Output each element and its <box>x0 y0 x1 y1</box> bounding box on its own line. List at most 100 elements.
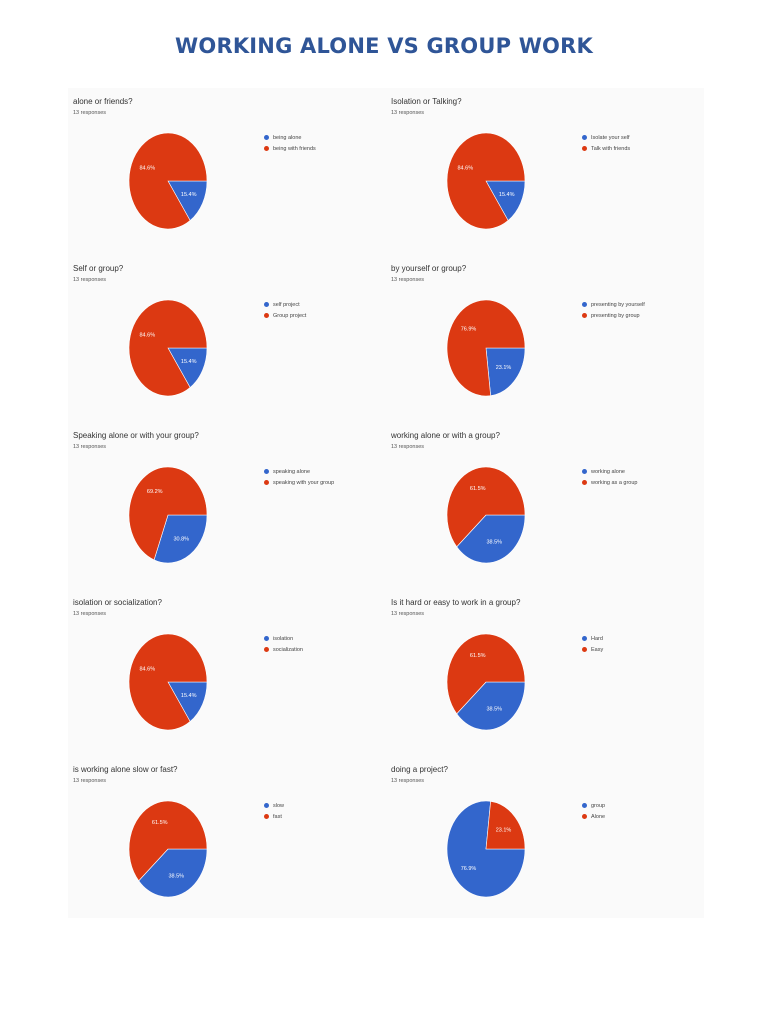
legend-item: being with friends <box>264 143 316 154</box>
slice-percent-label: 15.4% <box>181 192 197 198</box>
chart-panel: is working alone slow or fast? 13 respons… <box>68 756 386 922</box>
legend-swatch <box>582 814 587 819</box>
pie-slice <box>446 633 526 715</box>
pie-slice <box>446 299 526 397</box>
pie-chart: 30.8% 69.2% <box>128 466 208 564</box>
charts-grid: alone or friends? 13 responses 15.4% 84.6% b… <box>68 88 704 918</box>
chart-panel: isolation or socialization? 13 responses 1… <box>68 589 386 755</box>
legend-label: speaking alone <box>273 468 311 475</box>
pie-chart: 23.1% 76.9% <box>446 299 526 397</box>
pie-slice <box>128 299 208 397</box>
legend-item: speaking alone <box>264 466 334 477</box>
page-title: WORKING ALONE VS GROUP WORK <box>175 34 593 58</box>
legend-item: speaking with your group <box>264 477 334 488</box>
pie-slice <box>485 800 526 850</box>
chart-title: working alone or with a group? <box>391 431 500 440</box>
chart-response-count: 13 responses <box>391 110 425 116</box>
pie-slice <box>138 848 208 898</box>
pie-slice <box>485 347 526 397</box>
chart-title: Is it hard or easy to work in a group? <box>391 598 521 607</box>
legend-item: group <box>582 800 605 811</box>
chart-panel: by yourself or group? 13 responses 23.1% 76… <box>386 255 704 421</box>
slice-percent-label: 69.2% <box>147 489 163 495</box>
chart-legend: speaking alone speaking with your group <box>264 466 334 488</box>
pie-slice <box>456 514 526 564</box>
legend-swatch <box>582 803 587 808</box>
pie-chart: 15.4% 84.6% <box>128 299 208 397</box>
legend-item: Isolate your self <box>582 132 630 143</box>
slice-percent-label: 84.6% <box>139 332 155 338</box>
chart-panel: working alone or with a group? 13 respons… <box>386 422 704 588</box>
pie-slice <box>485 180 526 221</box>
legend-item: working as a group <box>582 477 637 488</box>
pie-slice <box>153 514 208 564</box>
chart-response-count: 13 responses <box>73 110 107 116</box>
slice-percent-label: 15.4% <box>181 359 197 365</box>
chart-panel: Self or group? 13 responses 15.4% 84.6% self… <box>68 255 386 421</box>
legend-swatch <box>264 480 269 485</box>
legend-label: socialization <box>273 646 303 653</box>
slice-percent-label: 23.1% <box>496 365 512 371</box>
pie-chart: 15.4% 84.6% <box>128 132 208 230</box>
legend-swatch <box>582 146 587 151</box>
legend-item: isolation <box>264 633 303 644</box>
legend-item: Hard <box>582 633 603 644</box>
legend-item: presenting by yourself <box>582 299 645 310</box>
legend-swatch <box>582 469 587 474</box>
chart-response-count: 13 responses <box>73 778 107 784</box>
slice-percent-label: 15.4% <box>181 693 197 699</box>
pie-slice <box>128 132 208 230</box>
legend-label: self project <box>273 301 300 308</box>
legend-item: fast <box>264 811 284 822</box>
legend-swatch <box>264 803 269 808</box>
chart-legend: Isolate your self Talk with friends <box>582 132 630 154</box>
legend-swatch <box>582 313 587 318</box>
legend-swatch <box>582 636 587 641</box>
slice-percent-label: 84.6% <box>139 666 155 672</box>
legend-swatch <box>582 647 587 652</box>
legend-label: Talk with friends <box>591 145 631 152</box>
legend-swatch <box>582 135 587 140</box>
legend-swatch <box>264 302 269 307</box>
legend-swatch <box>264 469 269 474</box>
pie-chart: 38.5% 61.5% <box>128 800 208 898</box>
chart-panel: Speaking alone or with your group? 13 res… <box>68 422 386 588</box>
legend-item: slow <box>264 800 284 811</box>
chart-panel: Isolation or Talking? 13 responses 15.4% 84… <box>386 88 704 254</box>
chart-legend: group Alone <box>582 800 605 822</box>
slice-percent-label: 23.1% <box>496 828 512 834</box>
legend-label: being alone <box>273 134 302 141</box>
pie-slice <box>167 347 208 388</box>
legend-label: working alone <box>591 468 625 475</box>
legend-label: fast <box>273 813 282 820</box>
legend-label: working as a group <box>591 479 638 486</box>
legend-label: Easy <box>591 646 604 653</box>
chart-panel: alone or friends? 13 responses 15.4% 84.6% b… <box>68 88 386 254</box>
chart-title: alone or friends? <box>73 97 133 106</box>
chart-panel: Is it hard or easy to work in a group? 13… <box>386 589 704 755</box>
chart-title: by yourself or group? <box>391 264 467 273</box>
chart-legend: working alone working as a group <box>582 466 637 488</box>
legend-swatch <box>264 814 269 819</box>
legend-swatch <box>264 146 269 151</box>
legend-swatch <box>582 480 587 485</box>
slice-percent-label: 38.5% <box>168 874 184 880</box>
legend-label: isolation <box>273 635 294 642</box>
slice-percent-label: 38.5% <box>486 707 502 713</box>
legend-label: slow <box>273 802 285 809</box>
legend-label: Isolate your self <box>591 134 630 141</box>
legend-item: Alone <box>582 811 605 822</box>
chart-title: doing a project? <box>391 765 448 774</box>
chart-response-count: 13 responses <box>391 444 425 450</box>
legend-label: being with friends <box>273 145 316 152</box>
chart-legend: being alone being with friends <box>264 132 316 154</box>
slice-percent-label: 76.9% <box>461 866 477 872</box>
pie-slice <box>128 633 208 731</box>
legend-item: self project <box>264 299 306 310</box>
slice-percent-label: 15.4% <box>499 192 515 198</box>
legend-item: being alone <box>264 132 316 143</box>
legend-swatch <box>582 302 587 307</box>
chart-legend: isolation socialization <box>264 633 303 655</box>
chart-legend: slow fast <box>264 800 284 822</box>
pie-chart: 15.4% 84.6% <box>128 633 208 731</box>
